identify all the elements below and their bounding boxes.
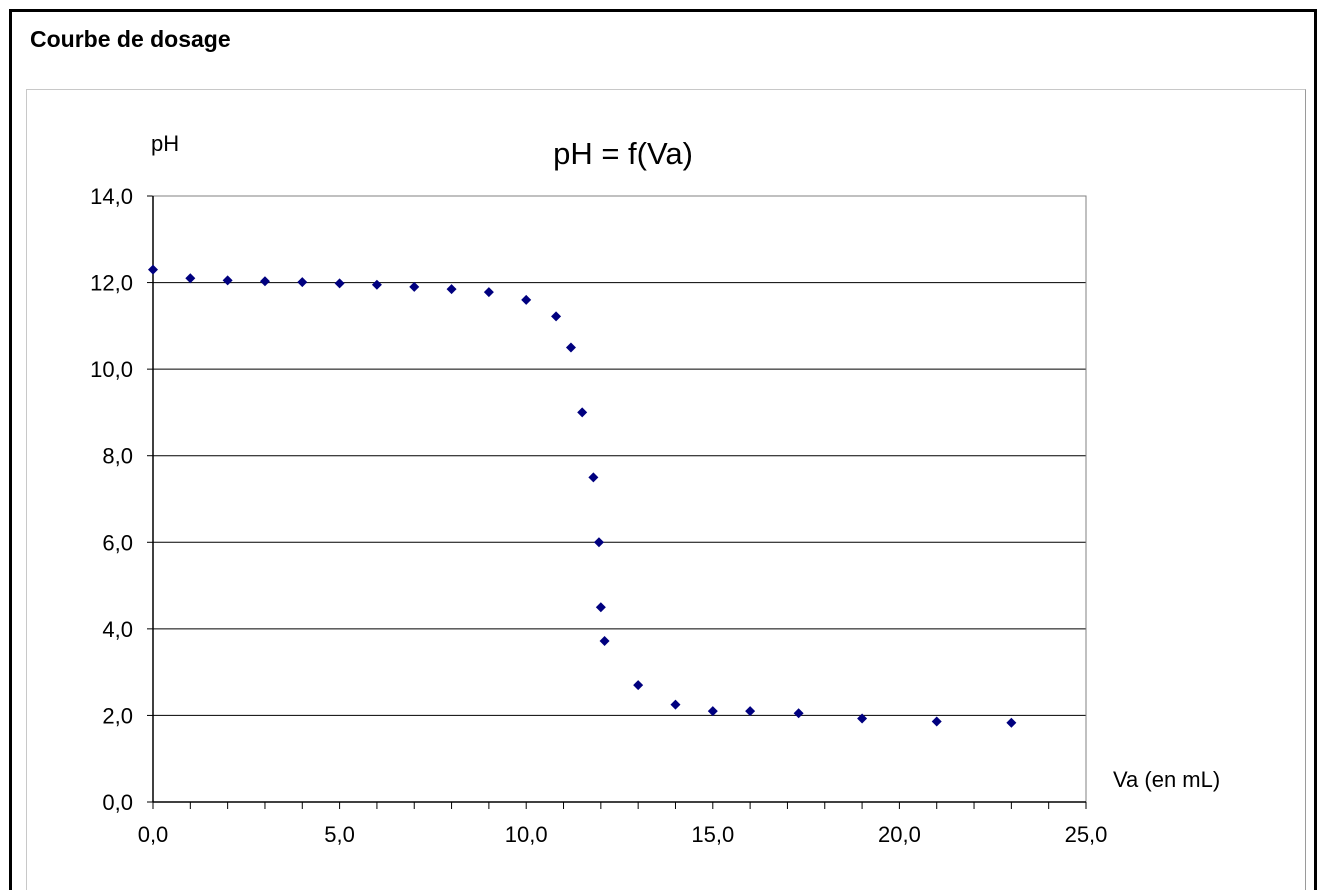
- data-point: [1006, 717, 1017, 728]
- data-point: [599, 635, 610, 646]
- y-tick-label: 2,0: [102, 703, 133, 728]
- y-axis-label: pH: [151, 131, 179, 156]
- data-point: [334, 278, 345, 289]
- y-tick-label: 6,0: [102, 530, 133, 555]
- data-point: [148, 264, 158, 275]
- data-point: [259, 276, 270, 287]
- grid-layer: [147, 195, 1086, 803]
- plot-border: [152, 195, 1087, 803]
- axis-layer: [152, 196, 1087, 809]
- figure-frame: [9, 9, 1317, 890]
- data-point: [483, 287, 494, 298]
- titration-chart: 0,0 2,0 4,0 6,0 8,0 10,0 12,0 14,0 0,0 5,0 10,0 15…: [90, 131, 1220, 847]
- x-axis-label: Va (en mL): [1113, 767, 1220, 792]
- data-point: [633, 680, 644, 691]
- x-tick-label: 20,0: [878, 822, 921, 847]
- data-points: [148, 264, 1017, 728]
- data-point: [222, 275, 233, 286]
- data-point: [588, 472, 599, 483]
- chart-title: pH = f(Va): [553, 136, 693, 171]
- data-point: [521, 294, 532, 305]
- data-point: [551, 311, 562, 322]
- data-point: [577, 407, 588, 418]
- x-tick-label: 5,0: [324, 822, 355, 847]
- data-point: [565, 342, 576, 353]
- chart-area: 0,0 2,0 4,0 6,0 8,0 10,0 12,0 14,0 0,0 5,0 10,0 15…: [26, 89, 1306, 890]
- y-tick-labels: 0,0 2,0 4,0 6,0 8,0 10,0 12,0 14,0: [90, 184, 133, 815]
- data-point: [745, 706, 756, 717]
- data-point: [185, 273, 196, 284]
- y-tick-label: 0,0: [102, 790, 133, 815]
- y-tick-label: 4,0: [102, 617, 133, 642]
- data-point: [409, 281, 420, 292]
- x-tick-labels: 0,0 5,0 10,0 15,0 20,0 25,0: [138, 822, 1108, 847]
- data-point: [595, 602, 606, 613]
- data-point: [793, 708, 804, 719]
- data-point: [857, 713, 868, 724]
- y-tick-label: 14,0: [90, 184, 133, 209]
- x-tick-label: 10,0: [505, 822, 548, 847]
- x-tick-label: 25,0: [1065, 822, 1108, 847]
- data-point: [297, 277, 308, 288]
- x-tick-label: 15,0: [691, 822, 734, 847]
- y-tick-label: 10,0: [90, 357, 133, 382]
- data-point: [446, 284, 457, 295]
- y-tick-label: 8,0: [102, 444, 133, 469]
- y-tick-label: 12,0: [90, 271, 133, 296]
- data-point: [593, 537, 604, 548]
- x-tick-label: 0,0: [138, 822, 169, 847]
- data-point: [931, 716, 942, 727]
- data-point: [371, 279, 382, 290]
- data-point: [707, 706, 718, 717]
- figure-heading: Courbe de dosage: [30, 26, 231, 52]
- data-point: [670, 699, 681, 710]
